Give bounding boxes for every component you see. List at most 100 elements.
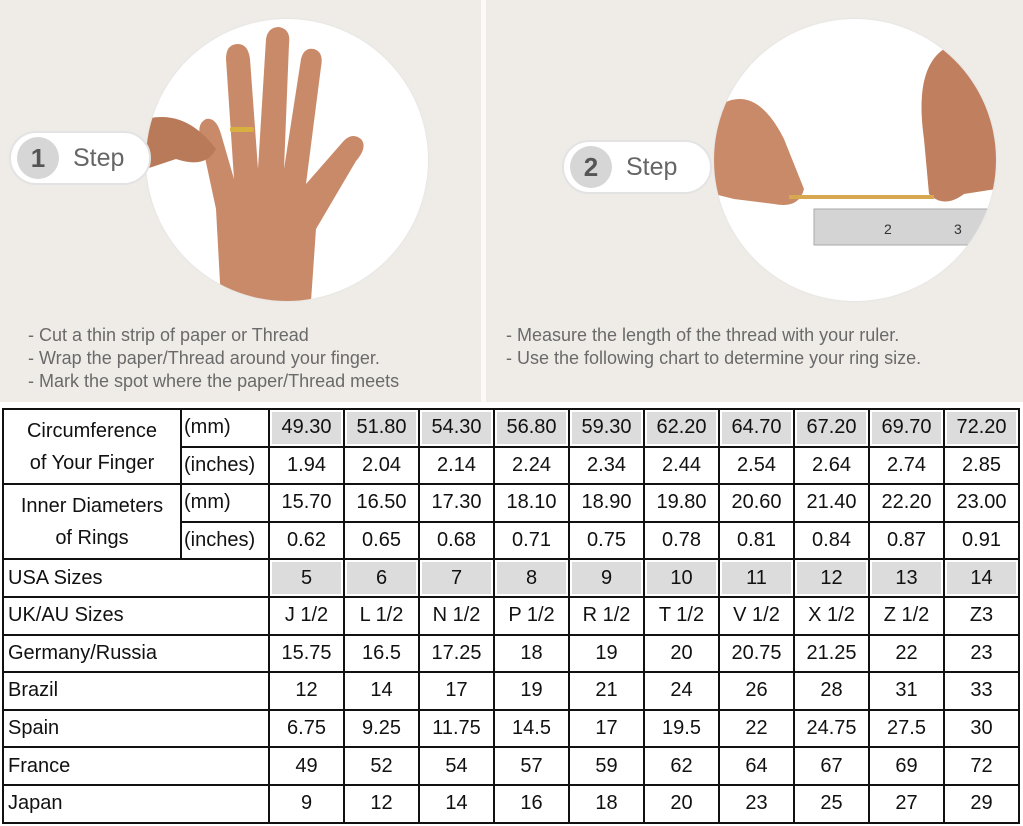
value-cell: 8 xyxy=(493,558,570,598)
value-cell: 24.75 xyxy=(793,708,870,749)
value-cell: 6 xyxy=(343,558,420,598)
value-cell: 20.60 xyxy=(718,483,795,523)
value-cell: N 1/2 xyxy=(418,595,495,636)
value-cell: 5 xyxy=(268,558,345,598)
value-cell: 64.70 xyxy=(718,408,795,448)
hand-photo xyxy=(146,19,428,301)
size-row: France 49 52 54 57 59 62 64 67 69 72 xyxy=(2,746,1020,786)
value-cell: 11.75 xyxy=(418,708,495,749)
value-cell: T 1/2 xyxy=(643,595,720,636)
value-cell: 2.64 xyxy=(793,445,870,486)
value-cell: 14.5 xyxy=(493,708,570,749)
value-cell: Z3 xyxy=(943,595,1020,636)
value-cell: 15.70 xyxy=(268,483,345,523)
value-cell: 57 xyxy=(493,746,570,786)
instruction-line: - Measure the length of the thread with … xyxy=(506,325,900,345)
label-line: Circumference xyxy=(26,419,158,442)
step-2-badge: 2 Step xyxy=(562,140,712,194)
value-cell: 31 xyxy=(868,671,945,711)
value-cell: 27.5 xyxy=(868,708,945,749)
value-cell: 2.24 xyxy=(493,445,570,486)
value-cell: 2.14 xyxy=(418,445,495,486)
value-cell: 24 xyxy=(643,671,720,711)
value-cell: 51.80 xyxy=(343,408,420,448)
value-cell: 0.65 xyxy=(343,520,420,561)
value-cell: 2.54 xyxy=(718,445,795,486)
row-label: Spain xyxy=(2,708,270,749)
value-cell: 14 xyxy=(943,558,1020,598)
value-cell: 6.75 xyxy=(268,708,345,749)
unit-label: (mm) xyxy=(180,408,270,448)
value-cell: 21.40 xyxy=(793,483,870,523)
value-cell: 0.84 xyxy=(793,520,870,561)
value-cell: 23.00 xyxy=(943,483,1020,523)
ruler-photo: 2 3 xyxy=(714,19,996,301)
value-cell: 2.44 xyxy=(643,445,720,486)
value-cell: V 1/2 xyxy=(718,595,795,636)
value-cell: R 1/2 xyxy=(568,595,645,636)
value-cell: 29 xyxy=(943,783,1020,824)
value-cell: 0.62 xyxy=(268,520,345,561)
value-cell: 2.04 xyxy=(343,445,420,486)
unit-label: (mm) xyxy=(180,483,270,523)
unit-label: (inches) xyxy=(180,520,270,561)
value-cell: 20 xyxy=(643,783,720,824)
value-cell: X 1/2 xyxy=(793,595,870,636)
value-cell: 0.87 xyxy=(868,520,945,561)
value-cell: 13 xyxy=(868,558,945,598)
value-cell: 23 xyxy=(718,783,795,824)
value-cell: L 1/2 xyxy=(343,595,420,636)
unit-label: (inches) xyxy=(180,445,270,486)
value-cell: 62 xyxy=(643,746,720,786)
value-cell: 69 xyxy=(868,746,945,786)
value-cell: 33 xyxy=(943,671,1020,711)
value-cell: 21 xyxy=(568,671,645,711)
label-line: of Your Finger xyxy=(29,451,155,474)
row-label: USA Sizes xyxy=(2,558,270,598)
value-cell: 25 xyxy=(793,783,870,824)
value-cell: 16.5 xyxy=(343,633,420,674)
row-label: France xyxy=(2,746,270,786)
value-cell: 17 xyxy=(568,708,645,749)
inner-diameter-label: Inner Diameters of Rings xyxy=(2,483,182,561)
value-cell: 19 xyxy=(568,633,645,674)
svg-text:3: 3 xyxy=(954,221,962,237)
value-cell: 67 xyxy=(793,746,870,786)
row-label: UK/AU Sizes xyxy=(2,595,270,636)
step-label: Step xyxy=(73,143,125,172)
value-cell: 7 xyxy=(418,558,495,598)
step-number: 2 xyxy=(570,146,612,188)
step-1-panel: 1 Step - Cut a thin strip of paper or Th… xyxy=(0,0,481,402)
value-cell: 20 xyxy=(643,633,720,674)
value-cell: 15.75 xyxy=(268,633,345,674)
value-cell: 0.68 xyxy=(418,520,495,561)
value-cell: 17.25 xyxy=(418,633,495,674)
value-cell: 17 xyxy=(418,671,495,711)
value-cell: 14 xyxy=(343,671,420,711)
value-cell: 9.25 xyxy=(343,708,420,749)
row-label: Brazil xyxy=(2,671,270,711)
divider xyxy=(481,0,486,402)
value-cell: 59.30 xyxy=(568,408,645,448)
circumference-label: Circumference of Your Finger xyxy=(2,407,182,486)
label-line: Inner Diameters xyxy=(20,494,164,517)
value-cell: 69.70 xyxy=(868,408,945,448)
value-cell: 17.30 xyxy=(418,483,495,523)
value-cell: 54.30 xyxy=(418,408,495,448)
value-cell: 22 xyxy=(868,633,945,674)
size-row: Brazil 12 14 17 19 21 24 26 28 31 33 xyxy=(2,671,1020,711)
size-row: Germany/Russia 15.75 16.5 17.25 18 19 20 20.75 2… xyxy=(2,633,1020,674)
value-cell: 54 xyxy=(418,746,495,786)
value-cell: 2.34 xyxy=(568,445,645,486)
value-cell: 9 xyxy=(268,783,345,824)
value-cell: 21.25 xyxy=(793,633,870,674)
value-cell: 18 xyxy=(568,783,645,824)
value-cell: 56.80 xyxy=(493,408,570,448)
step-1-badge: 1 Step xyxy=(9,131,151,185)
value-cell: 64 xyxy=(718,746,795,786)
value-cell: 0.78 xyxy=(643,520,720,561)
inner-diameter-mm-row: Inner Diameters of Rings (mm) 15.70 16.50 17.… xyxy=(2,483,1020,561)
value-cell: 0.81 xyxy=(718,520,795,561)
instruction-line: - Cut a thin strip of paper or Thread xyxy=(28,325,309,345)
size-row: Japan 9 12 14 16 18 20 23 25 27 29 xyxy=(2,783,1020,824)
